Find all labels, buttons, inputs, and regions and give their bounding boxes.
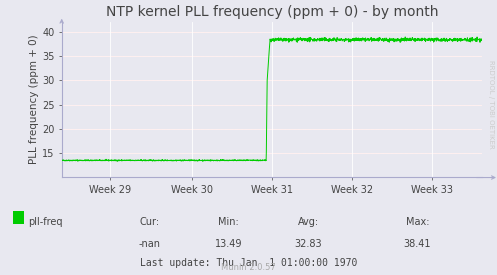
Text: -nan: -nan [138, 239, 160, 249]
Text: Munin 2.0.57: Munin 2.0.57 [221, 263, 276, 272]
Text: 32.83: 32.83 [294, 239, 322, 249]
Text: Cur:: Cur: [139, 217, 159, 227]
Text: 38.41: 38.41 [404, 239, 431, 249]
Text: 13.49: 13.49 [215, 239, 243, 249]
Text: RRDTOOL / TOBI OETIKER: RRDTOOL / TOBI OETIKER [488, 60, 494, 149]
Text: Last update: Thu Jan  1 01:00:00 1970: Last update: Thu Jan 1 01:00:00 1970 [140, 258, 357, 268]
Title: NTP kernel PLL frequency (ppm + 0) - by month: NTP kernel PLL frequency (ppm + 0) - by … [106, 6, 438, 20]
Text: pll-freq: pll-freq [28, 217, 63, 227]
Text: Min:: Min: [218, 217, 239, 227]
Text: Max:: Max: [406, 217, 429, 227]
Text: Avg:: Avg: [298, 217, 319, 227]
Y-axis label: PLL frequency (ppm + 0): PLL frequency (ppm + 0) [29, 35, 39, 164]
